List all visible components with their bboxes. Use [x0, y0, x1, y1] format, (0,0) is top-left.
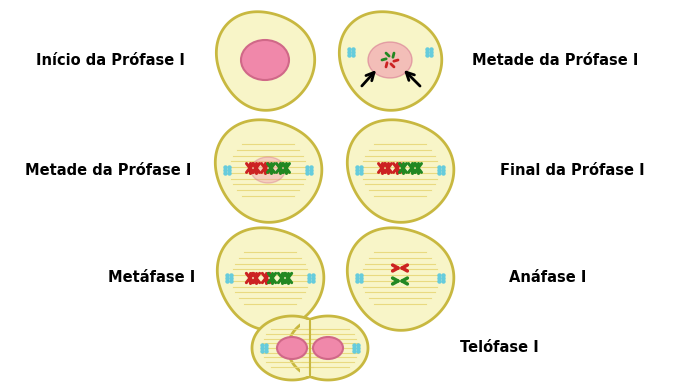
- Text: Anáfase I: Anáfase I: [510, 271, 586, 286]
- Text: Final da Prófase I: Final da Prófase I: [499, 162, 645, 177]
- Text: Início da Prófase I: Início da Prófase I: [36, 52, 184, 67]
- Polygon shape: [339, 12, 442, 110]
- Ellipse shape: [313, 337, 343, 359]
- Ellipse shape: [368, 42, 412, 78]
- Polygon shape: [288, 316, 368, 380]
- Text: Metade da Prófase I: Metade da Prófase I: [25, 162, 191, 177]
- Ellipse shape: [251, 157, 285, 183]
- Polygon shape: [216, 12, 314, 110]
- Text: Metade da Prófase I: Metade da Prófase I: [472, 52, 638, 67]
- Polygon shape: [217, 228, 324, 330]
- Ellipse shape: [277, 337, 307, 359]
- Polygon shape: [252, 316, 332, 380]
- Text: Metáfase I: Metáfase I: [108, 271, 196, 286]
- Ellipse shape: [241, 40, 289, 80]
- Polygon shape: [300, 320, 320, 376]
- Polygon shape: [347, 120, 454, 222]
- Polygon shape: [347, 228, 454, 330]
- Polygon shape: [215, 120, 322, 222]
- Text: Telófase I: Telófase I: [460, 340, 538, 355]
